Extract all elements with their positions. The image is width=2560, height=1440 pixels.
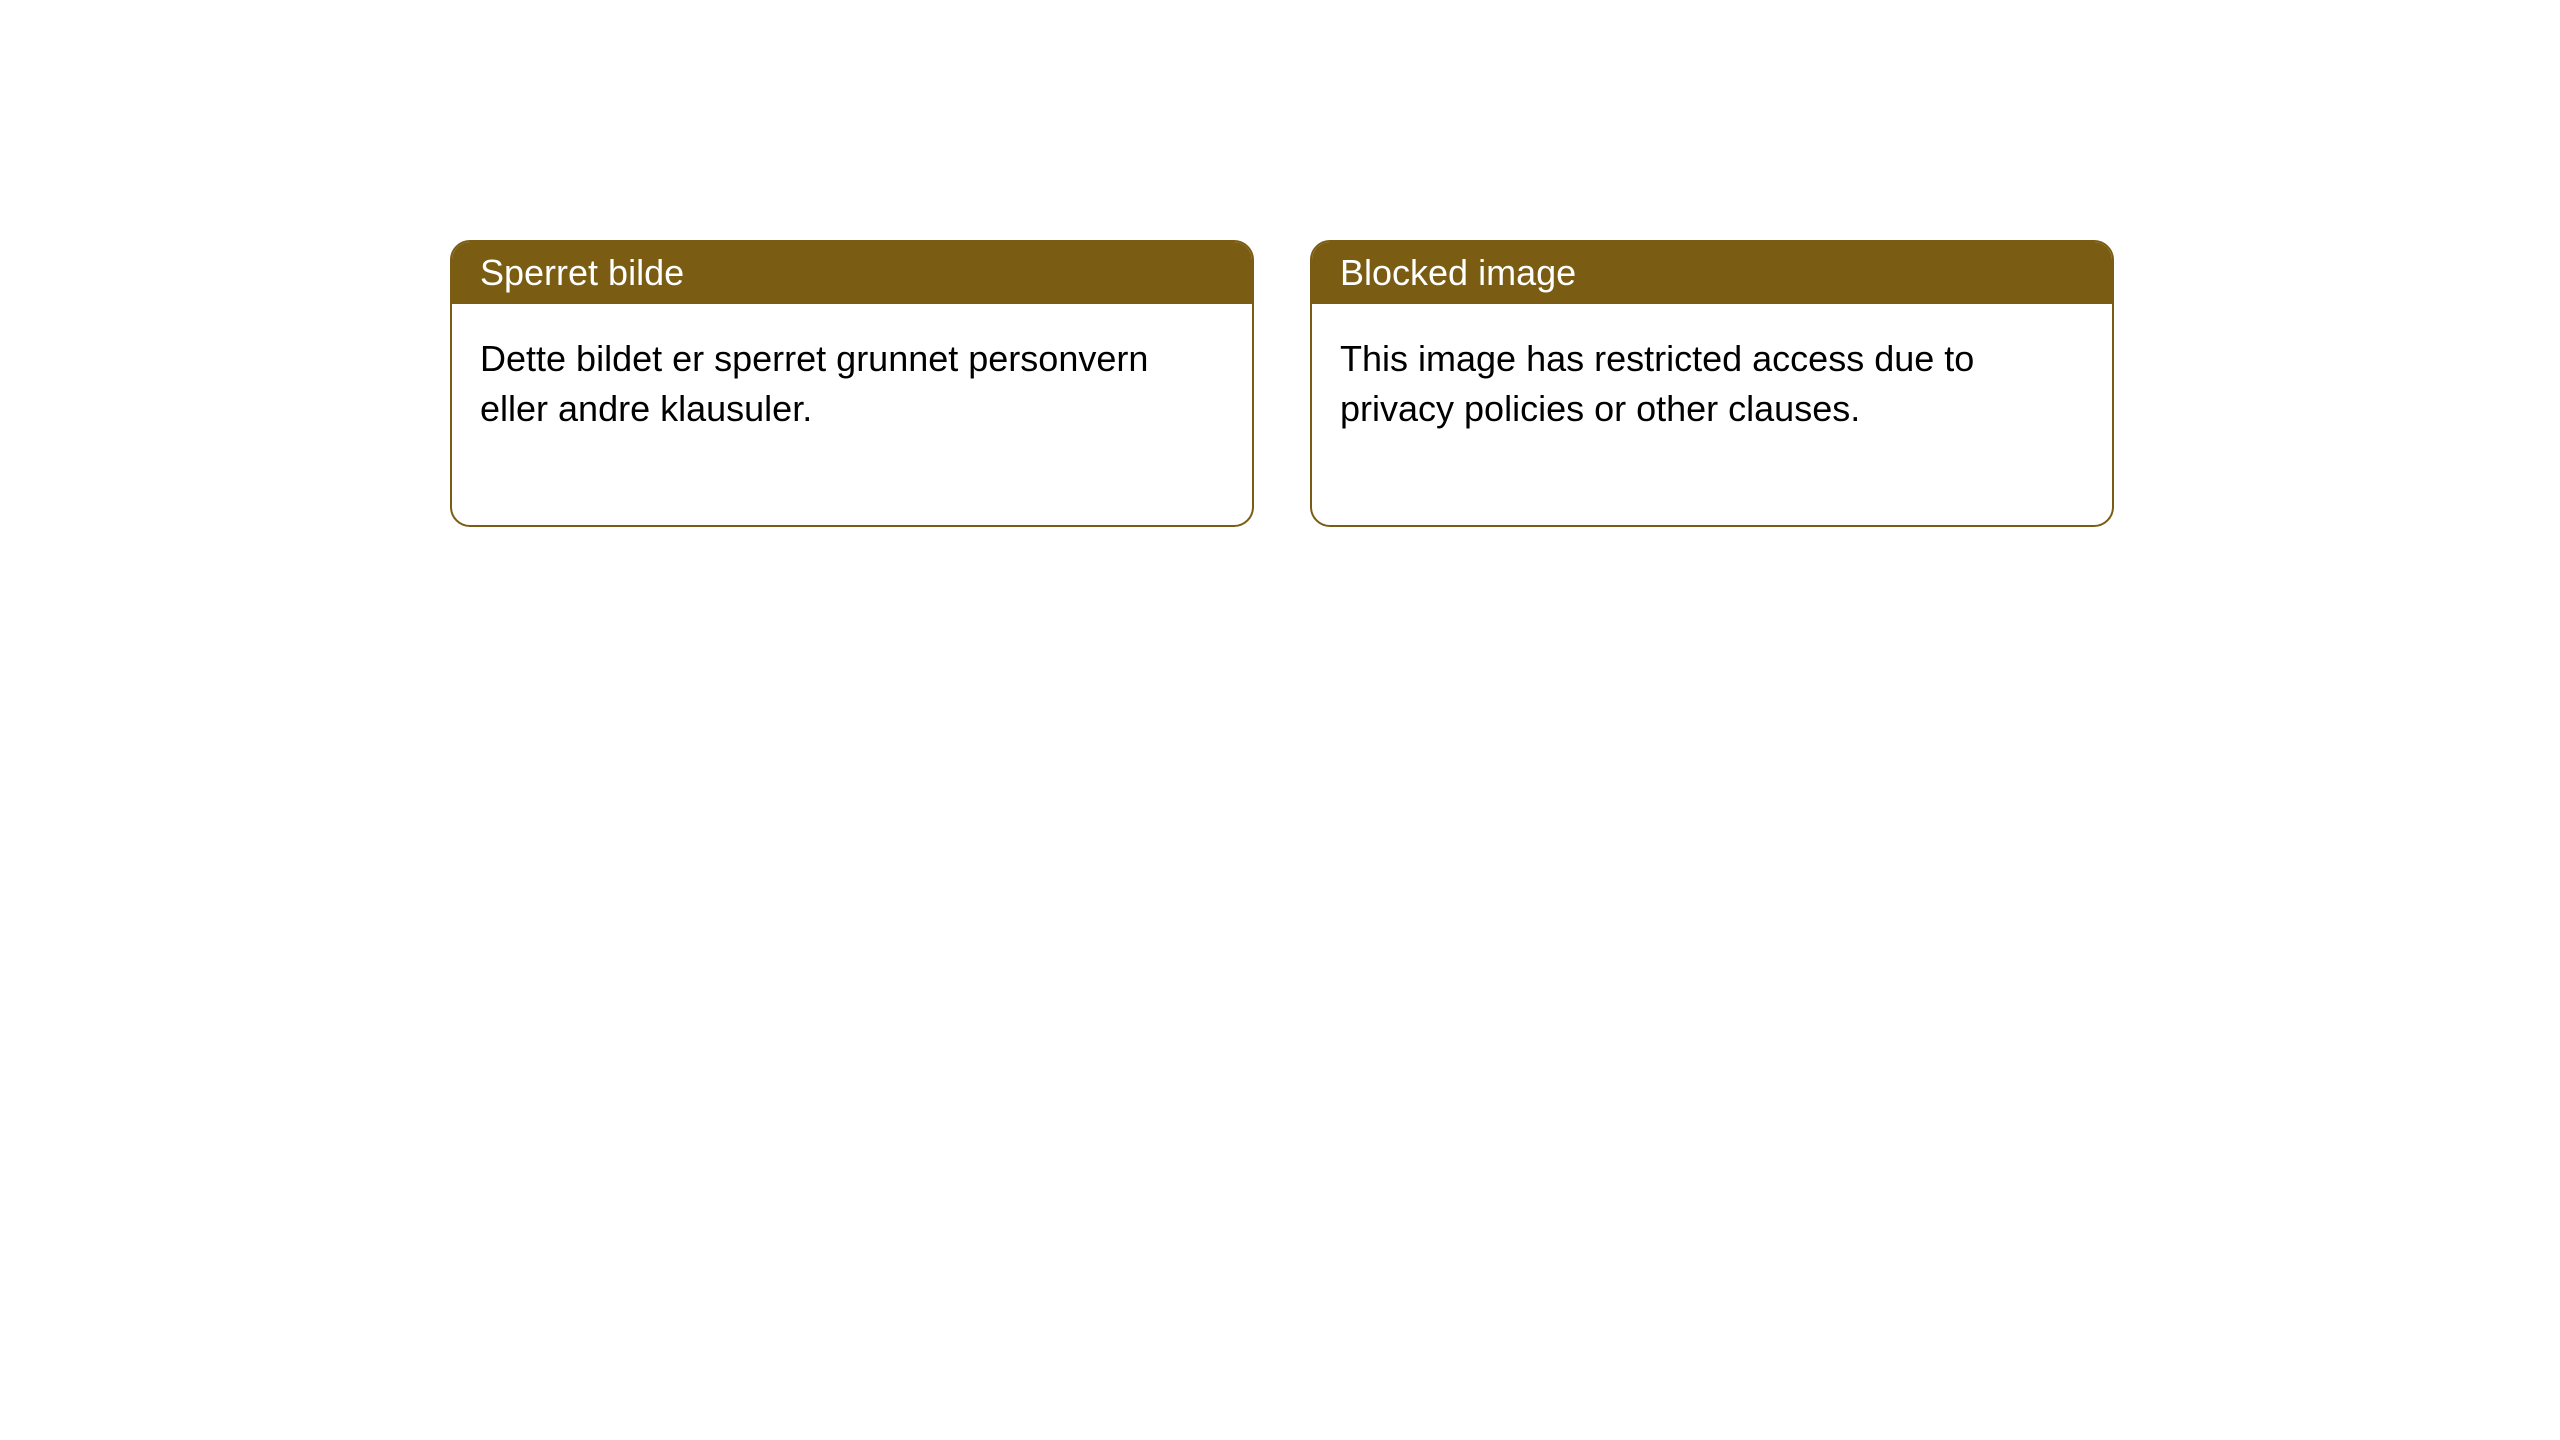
notice-text: Dette bildet er sperret grunnet personve…: [480, 334, 1224, 435]
notice-title: Sperret bilde: [480, 252, 1224, 294]
notice-header: Blocked image: [1312, 242, 2112, 304]
notice-body: Dette bildet er sperret grunnet personve…: [452, 304, 1252, 525]
notice-title: Blocked image: [1340, 252, 2084, 294]
notice-card-norwegian: Sperret bilde Dette bildet er sperret gr…: [450, 240, 1254, 527]
notice-header: Sperret bilde: [452, 242, 1252, 304]
notice-container: Sperret bilde Dette bildet er sperret gr…: [450, 240, 2114, 527]
notice-card-english: Blocked image This image has restricted …: [1310, 240, 2114, 527]
notice-text: This image has restricted access due to …: [1340, 334, 2084, 435]
notice-body: This image has restricted access due to …: [1312, 304, 2112, 525]
